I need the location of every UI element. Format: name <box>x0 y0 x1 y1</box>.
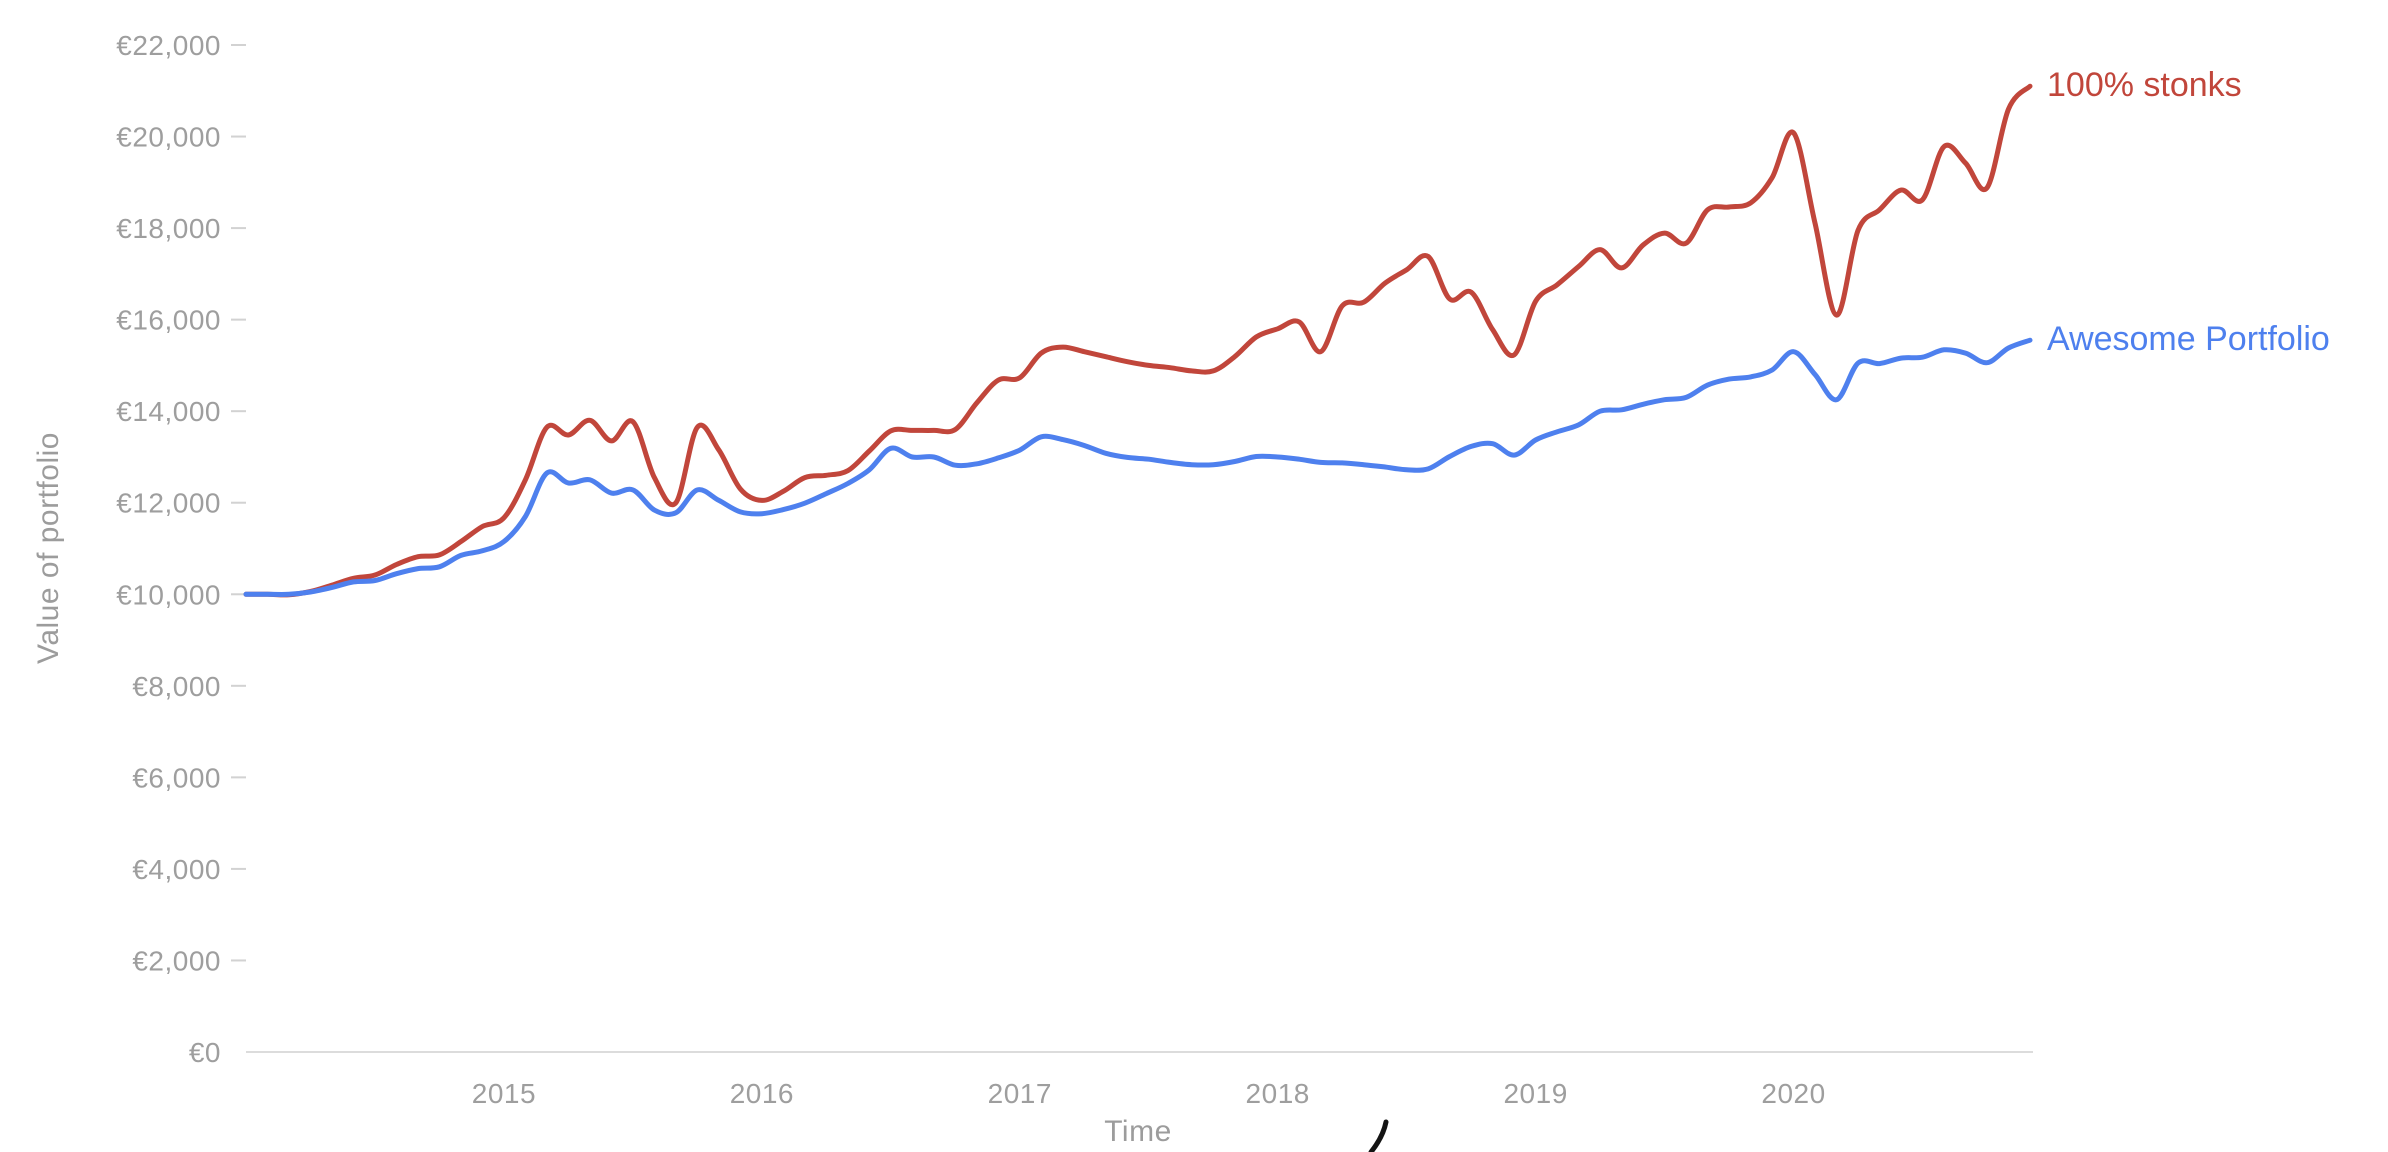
y-tick-label: €16,000 <box>116 305 221 336</box>
x-tick-label: 2019 <box>1503 1078 1567 1109</box>
y-tick-label: €2,000 <box>132 945 221 976</box>
x-tick-label: 2018 <box>1246 1078 1310 1109</box>
x-tick-label: 2017 <box>988 1078 1052 1109</box>
y-tick-label: €18,000 <box>116 213 221 244</box>
y-tick-label: €22,000 <box>116 30 221 61</box>
y-tick-label: €8,000 <box>132 671 221 702</box>
stonks-series-label: 100% stonks <box>2047 66 2242 104</box>
x-tick-label: 2020 <box>1761 1078 1825 1109</box>
y-axis-title: Value of portfolio <box>32 432 65 664</box>
x-tick-label: 2015 <box>472 1078 536 1109</box>
pen-stroke-mark <box>1368 1119 1389 1152</box>
x-tick-label: 2016 <box>730 1078 794 1109</box>
stonks-series-line <box>243 83 2033 598</box>
y-tick-label: €6,000 <box>132 762 221 793</box>
awesome-portfolio-series-line <box>243 337 2033 597</box>
y-tick-label: €12,000 <box>116 488 221 519</box>
y-tick-label: €20,000 <box>116 122 221 153</box>
y-tick-label: €0 <box>189 1037 221 1068</box>
y-tick-label: €10,000 <box>116 579 221 610</box>
awesome-portfolio-series-label: Awesome Portfolio <box>2047 320 2330 358</box>
y-axis: €0 €2,000 €4,000 €6,000 €8,000 €10,000 €12,000… <box>116 30 246 1068</box>
y-tick-label: €4,000 <box>132 854 221 885</box>
y-tick-label: €14,000 <box>116 396 221 427</box>
x-axis-title: Time <box>1104 1115 1172 1148</box>
x-axis: 2015 2016 2017 2018 2019 2020 <box>472 1078 1825 1109</box>
